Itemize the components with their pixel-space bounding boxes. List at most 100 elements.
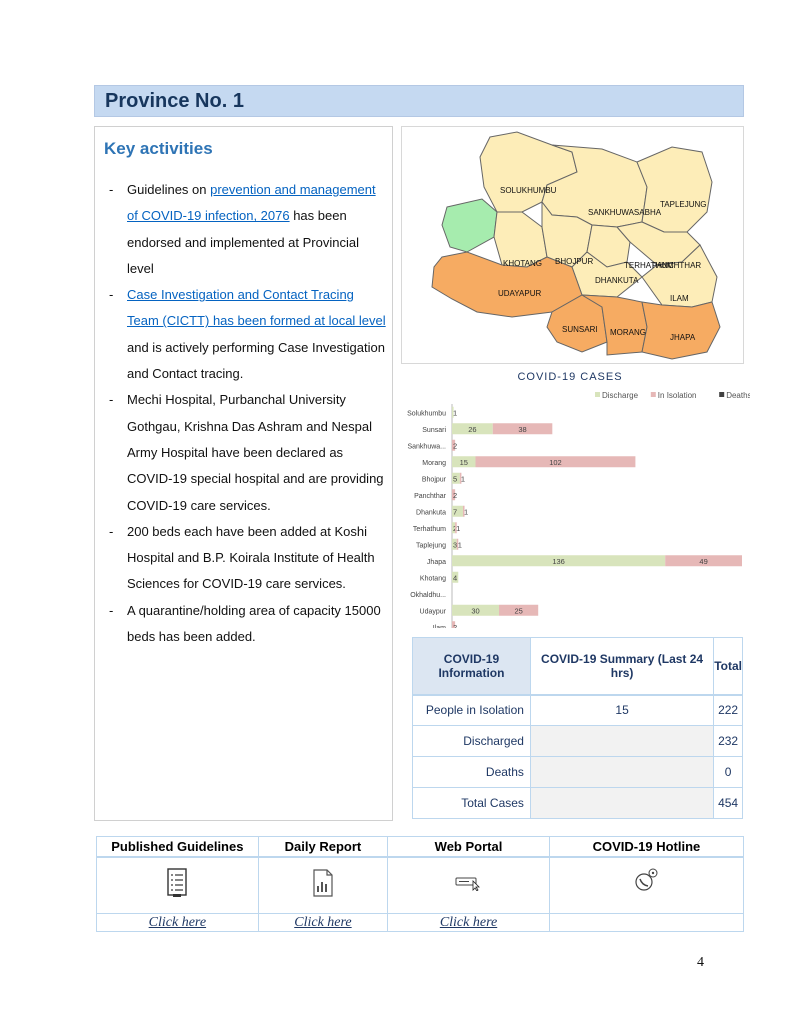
bar-in-isolation <box>452 621 456 628</box>
page-number: 4 <box>697 955 704 970</box>
map-label: UDAYAPUR <box>498 289 541 298</box>
map-label: SOLUKHUMBU <box>500 186 557 195</box>
page-title: Province No. 1 <box>105 90 244 112</box>
list-item: -A quarantine/holding area of capacity 1… <box>109 602 381 645</box>
map-label: DHANKUTA <box>595 276 639 285</box>
list-item: - Mechi Hospital, Purbanchal University G… <box>109 392 384 513</box>
data-label: 2 <box>453 524 457 533</box>
cell-total: 222 <box>713 693 743 726</box>
bar-in-isolation <box>456 538 459 550</box>
bar-in-isolation <box>459 472 462 484</box>
cell-last24: 15 <box>529 693 715 726</box>
published-guidelines-link[interactable]: Click here <box>96 913 259 932</box>
category-label: Panchthar <box>414 493 447 500</box>
data-label: 15 <box>460 458 468 467</box>
category-label: Dhankuta <box>416 509 446 516</box>
map-label: PANCHTHAR <box>652 261 701 270</box>
category-label: Okhaldhu... <box>410 592 446 599</box>
list-item: -200 beds each have been added at Koshi … <box>109 523 375 592</box>
bar-in-isolation <box>499 604 539 616</box>
data-label: 2 <box>453 623 457 628</box>
data-label: 7 <box>453 507 457 516</box>
data-label: 3 <box>453 540 457 549</box>
cictt-link[interactable]: Case Investigation and Contact Tracing T… <box>127 287 386 329</box>
key-activities-heading: Key activities <box>104 139 213 158</box>
column-header: Web Portal <box>387 836 550 858</box>
icons-row <box>96 856 745 914</box>
data-label: 49 <box>699 557 707 566</box>
category-label: Khotang <box>420 575 446 582</box>
category-label: Udaypur <box>420 608 447 615</box>
bar-discharge <box>452 456 476 468</box>
data-label: 38 <box>518 425 526 434</box>
bar-in-isolation <box>492 423 553 435</box>
section-header: Province No. 1 <box>94 85 744 117</box>
bar-discharge <box>452 571 459 583</box>
data-label: 102 <box>549 458 562 467</box>
map-label: MORANG <box>610 328 646 337</box>
hotline-link <box>548 913 745 932</box>
data-label: 26 <box>468 425 476 434</box>
data-label: 30 <box>471 606 479 615</box>
bar-in-isolation <box>462 505 465 517</box>
category-label: Jhapa <box>427 559 446 566</box>
list-item: - Case Investigation and Contact Tracing … <box>109 287 386 382</box>
category-label: Morang <box>422 460 446 467</box>
category-label: Solukhumbu <box>407 410 446 417</box>
cell-total: 0 <box>713 756 743 788</box>
district-jhapa <box>641 301 721 360</box>
map-label: SANKHUWASABHA <box>588 208 662 217</box>
list-item: - Guidelines on prevention and management… <box>109 182 376 276</box>
row-label: People in Isolation <box>412 693 531 726</box>
column-header: COVID-19 Hotline <box>548 836 745 858</box>
column-header: Daily Report <box>257 836 389 858</box>
map-label: TERHATHUM <box>624 261 674 270</box>
data-label: 1 <box>461 474 465 483</box>
bar-discharge <box>452 472 460 484</box>
table-row: Deaths 0 <box>412 756 743 788</box>
table-header-row: COVID-19 Information COVID-19 Summary (L… <box>412 637 743 695</box>
daily-report-link[interactable]: Click here <box>257 913 389 932</box>
web-portal-link[interactable]: Click here <box>387 913 550 932</box>
phone-hotline-icon[interactable] <box>633 868 659 894</box>
guidelines-link[interactable]: prevention and management of COVID-19 in… <box>127 182 376 224</box>
district-okhaldhunga <box>441 198 498 253</box>
map-label: KHOTANG <box>503 259 542 268</box>
data-label: 1 <box>458 540 462 549</box>
row-label: Discharged <box>412 725 531 757</box>
resources-table: Published Guidelines Daily Report Web Po… <box>96 836 745 932</box>
map-label: SUNSARI <box>562 325 598 334</box>
bar-discharge <box>452 555 666 567</box>
data-label: 2 <box>453 491 457 500</box>
covid-cases-chart: Discharge In Isolation Deaths Solukhumbu 1 Su… <box>407 391 750 628</box>
table-row: People in Isolation 15 222 <box>412 693 743 726</box>
legend-label: In Isolation <box>658 391 697 400</box>
web-cursor-icon[interactable] <box>455 875 483 892</box>
data-label: 4 <box>453 573 457 582</box>
column-header: COVID-19 Information <box>412 637 531 695</box>
cell-last24 <box>529 787 715 819</box>
legend-swatch <box>719 392 725 397</box>
column-header: Total <box>713 637 743 695</box>
bar-in-isolation <box>455 522 457 534</box>
bar-in-isolation <box>452 439 456 451</box>
category-label: Bhojpur <box>422 476 447 483</box>
data-label: 25 <box>514 606 522 615</box>
district-taplejung <box>636 146 713 233</box>
guidelines-list-icon[interactable] <box>166 868 188 898</box>
bar-discharge <box>452 604 500 616</box>
chart-title: COVID-19 CASES <box>517 371 623 383</box>
legend-label: Discharge <box>602 391 639 400</box>
bar-in-isolation <box>475 456 636 468</box>
bar-in-isolation <box>665 555 742 567</box>
category-label: Taplejung <box>416 542 446 549</box>
category-label: Sunsari <box>422 427 446 434</box>
activities-list: - Guidelines on prevention and management… <box>107 177 389 650</box>
table-row: Total Cases 454 <box>412 787 743 819</box>
column-header: COVID-19 Summary (Last 24 hrs) <box>529 637 715 695</box>
report-chart-icon[interactable] <box>312 869 334 897</box>
legend-swatch <box>650 392 656 397</box>
district-map: SOLUKHUMBU TAPLEJUNG SANKHUWASABHA KHOTA… <box>431 131 721 360</box>
bar-discharge <box>452 423 493 435</box>
category-label: Ilam <box>433 625 446 628</box>
